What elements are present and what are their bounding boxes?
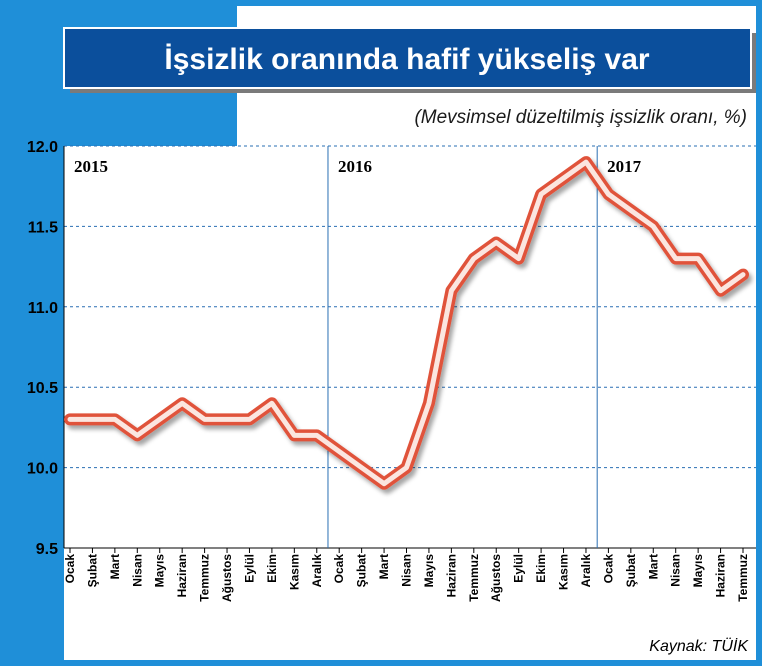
x-tick-label: Eylül xyxy=(512,554,526,583)
x-tick-label: Kasım xyxy=(287,554,301,590)
y-tick-label: 12.0 xyxy=(27,139,58,156)
x-tick-label: Ocak xyxy=(601,554,615,584)
x-tick-label: Haziran xyxy=(714,554,728,597)
x-tick-label: Aralık xyxy=(579,554,593,588)
y-tick-label: 10.5 xyxy=(27,380,58,397)
x-tick-label: Ağustos xyxy=(220,554,234,602)
y-tick-label: 9.5 xyxy=(36,541,58,558)
y-tick-label: 11.0 xyxy=(28,300,58,317)
x-tick-label: Şubat xyxy=(85,554,99,587)
source-box xyxy=(632,632,754,658)
year-label: 2015 xyxy=(74,157,108,176)
x-tick-label: Eylül xyxy=(243,554,257,583)
x-tick-label: Nisan xyxy=(669,554,683,587)
series-line-core xyxy=(67,159,746,487)
y-axis-ticks: 12.0 11.5 11.0 10.5 10.0 9.5 xyxy=(27,139,58,558)
x-axis-ticks: Ocak Şubat Mart Nisan Mayıs Haziran Temmuz Ağus… xyxy=(63,548,750,602)
x-tick-label: Ocak xyxy=(63,554,77,584)
chart-title: İşsizlik oranında hafif yükseliş var xyxy=(164,43,650,76)
x-tick-label: Şubat xyxy=(355,554,369,587)
x-tick-label: Mayıs xyxy=(153,554,167,588)
x-tick-label: Nisan xyxy=(130,554,144,587)
year-dividers xyxy=(327,146,598,548)
year-labels: 2015 2016 2017 xyxy=(74,157,642,176)
x-tick-label: Mart xyxy=(108,554,122,579)
grid-layer xyxy=(63,145,756,549)
x-tick-label: Mayıs xyxy=(422,554,436,588)
source-note: Kaynak: TÜİK xyxy=(649,636,749,655)
x-tick-label: Nisan xyxy=(400,554,414,587)
x-tick-label: Kasım xyxy=(557,554,571,590)
chart-subtitle: (Mevsimsel düzeltilmiş işsizlik oranı, %… xyxy=(414,107,747,128)
x-tick-label: Mayıs xyxy=(691,554,705,588)
title-banner xyxy=(63,27,752,89)
x-tick-label: Haziran xyxy=(444,554,458,597)
x-tick-label: Ekim xyxy=(534,554,548,583)
y-tick-label: 10.0 xyxy=(27,461,58,478)
data-line xyxy=(64,156,749,490)
x-tick-label: Temmuz xyxy=(736,554,750,602)
x-tick-label: Ocak xyxy=(332,554,346,584)
year-label: 2016 xyxy=(338,157,372,176)
x-tick-label: Aralık xyxy=(310,554,324,588)
x-tick-label: Ekim xyxy=(265,554,279,583)
x-tick-label: Haziran xyxy=(175,554,189,597)
year-label: 2017 xyxy=(607,157,642,176)
y-tick-label: 11.5 xyxy=(28,219,58,236)
x-tick-label: Mart xyxy=(646,554,660,579)
x-tick-label: Temmuz xyxy=(467,554,481,602)
x-tick-label: Temmuz xyxy=(198,554,212,602)
x-tick-label: Mart xyxy=(377,554,391,579)
x-tick-label: Ağustos xyxy=(489,554,503,602)
x-tick-label: Şubat xyxy=(624,554,638,587)
